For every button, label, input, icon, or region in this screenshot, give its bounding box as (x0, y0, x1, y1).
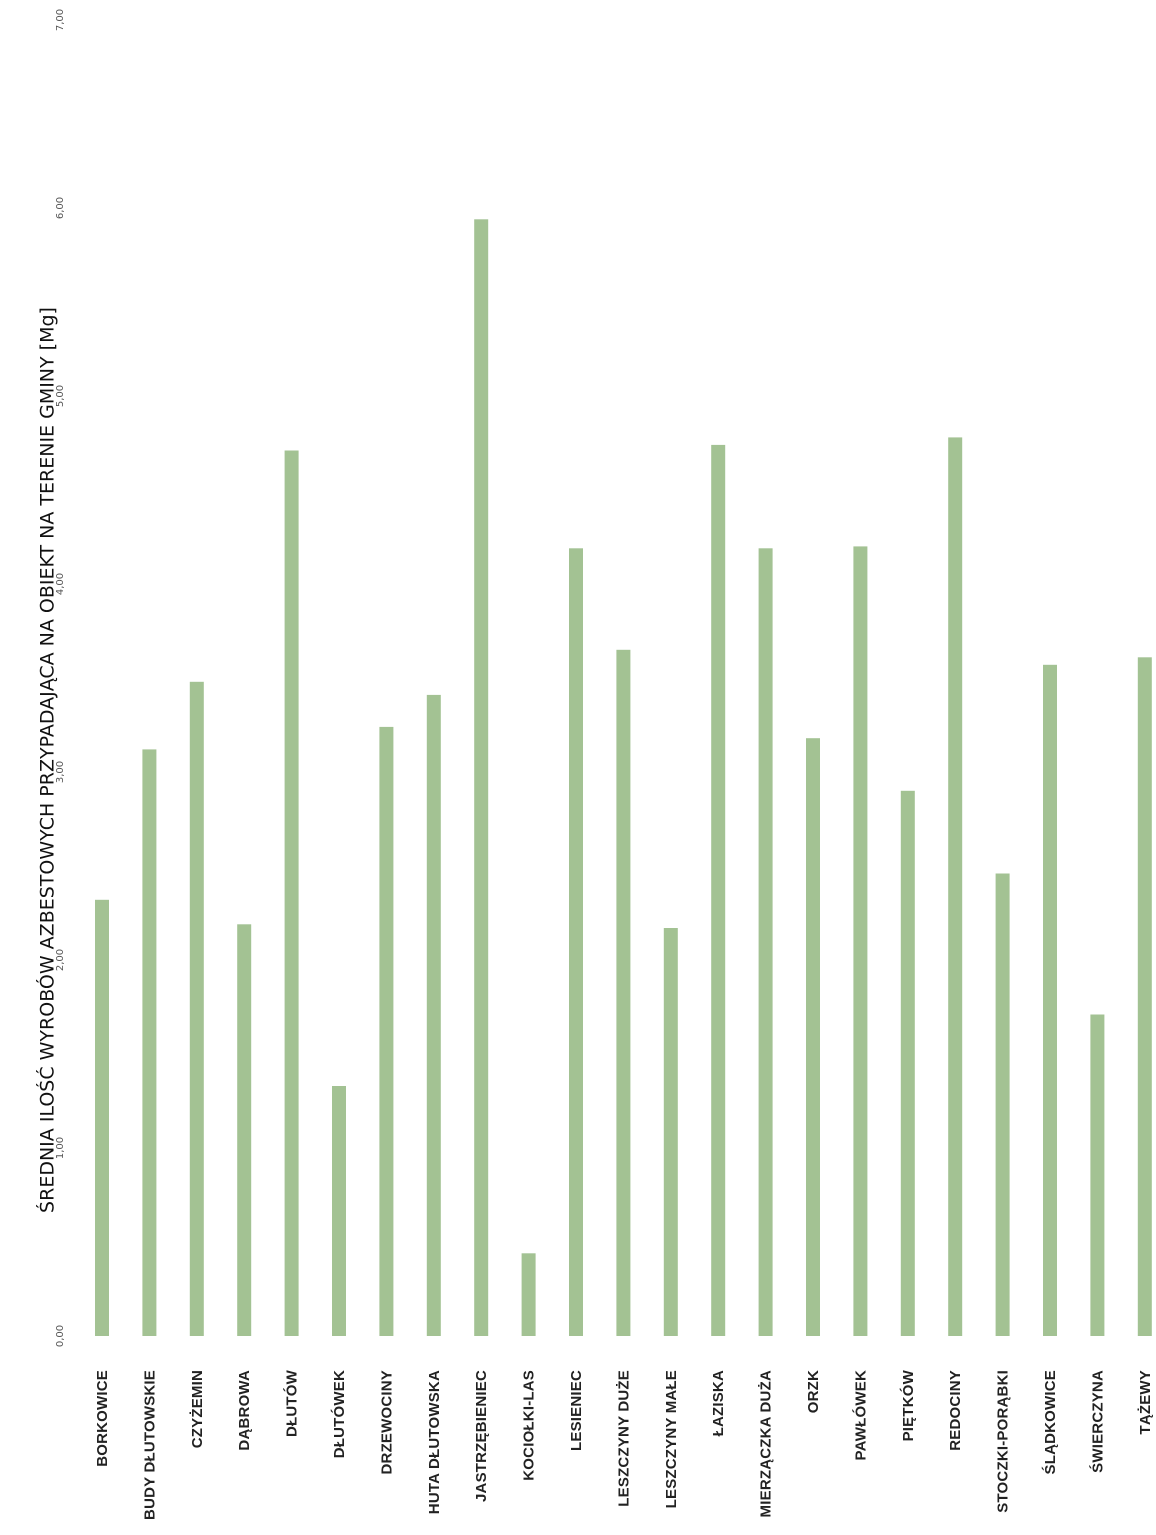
bar (237, 924, 252, 1336)
tick-label: 4,00 (55, 573, 66, 595)
bar (379, 726, 394, 1336)
category-label: BUDY DŁUTOWSKIE (141, 1370, 158, 1520)
value-axis-ticks: 0,00 1,00 2,00 3,00 4,00 5,00 6,00 7,00 (55, 9, 66, 1347)
category-label: ŁAZISKA (710, 1370, 727, 1436)
category-label: DŁUTÓWEK (330, 1370, 348, 1458)
bar (616, 649, 631, 1336)
category-label: HUTA DŁUTOWSKA (426, 1370, 443, 1514)
bar (426, 694, 441, 1336)
category-label: MIERZĄCZKA DUŻA (758, 1370, 775, 1517)
bar (853, 546, 868, 1336)
bar (1090, 1014, 1105, 1336)
bars (95, 219, 1152, 1336)
category-labels: BORKOWICE BUDY DŁUTOWSKIE CZYŻEMIN DĄBROWA D… (94, 1369, 1154, 1520)
bar (284, 450, 299, 1336)
category-label: KOCIOŁKI-LAS (521, 1370, 538, 1481)
category-label: ŚWIERCZYNA (1088, 1370, 1106, 1473)
category-label: STOCZKI-PORĄBKI (995, 1370, 1012, 1513)
tick-label: 5,00 (55, 385, 66, 407)
tick-label: 3,00 (55, 761, 66, 783)
bar (474, 219, 489, 1336)
bar (948, 437, 963, 1336)
category-label: ORZK (805, 1370, 822, 1413)
tick-label: 7,00 (55, 9, 66, 31)
category-label: JASTRZĘBIENIEC (473, 1370, 490, 1502)
bar (569, 548, 583, 1336)
category-label: ŚLĄDKOWICE (1041, 1370, 1059, 1475)
category-label: CZYŻEMIN (189, 1370, 206, 1448)
bar (521, 1253, 536, 1336)
tick-label: 1,00 (55, 1137, 66, 1159)
category-label: TĄŻEWY (1137, 1370, 1154, 1435)
tick-label: 2,00 (55, 949, 66, 971)
category-label: BORKOWICE (94, 1370, 111, 1467)
bar (711, 444, 726, 1336)
bar (1137, 657, 1152, 1336)
category-label: PIĘTKÓW (899, 1369, 917, 1441)
category-label: LESZCZYNY MAŁE (663, 1370, 680, 1508)
category-label: LESZCZYNY DUŻE (615, 1370, 632, 1507)
bar (758, 548, 773, 1336)
bar (806, 738, 820, 1336)
bar (663, 928, 678, 1336)
category-label: DRZEWOCINY (378, 1370, 395, 1475)
category-label: PAWŁÓWEK (851, 1370, 869, 1460)
category-label: REDOCINY (947, 1370, 964, 1451)
bar (1043, 664, 1057, 1336)
tick-label: 0,00 (55, 1325, 66, 1347)
bar (900, 790, 915, 1336)
bar (189, 681, 204, 1336)
bar (995, 873, 1010, 1336)
bar (95, 899, 109, 1336)
bar (332, 1086, 346, 1336)
chart-title: ŚREDNIA ILOŚĆ WYROBÓW AZBESTOWYCH PRZYPA… (35, 307, 59, 1213)
tick-label: 6,00 (55, 197, 66, 219)
category-label: DĄBROWA (236, 1370, 253, 1451)
category-label: LESIENIEC (568, 1370, 585, 1451)
category-label: DŁUTÓW (283, 1369, 301, 1437)
bar (142, 749, 157, 1336)
